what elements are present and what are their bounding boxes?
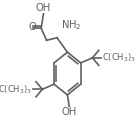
Text: OH: OH: [35, 3, 51, 13]
Text: NH$_2$: NH$_2$: [61, 18, 81, 32]
Text: C(CH$_3$)$_3$: C(CH$_3$)$_3$: [102, 52, 136, 64]
Text: OH: OH: [62, 107, 77, 117]
Text: O: O: [28, 22, 36, 32]
Text: C(CH$_3$)$_3$: C(CH$_3$)$_3$: [0, 83, 32, 96]
